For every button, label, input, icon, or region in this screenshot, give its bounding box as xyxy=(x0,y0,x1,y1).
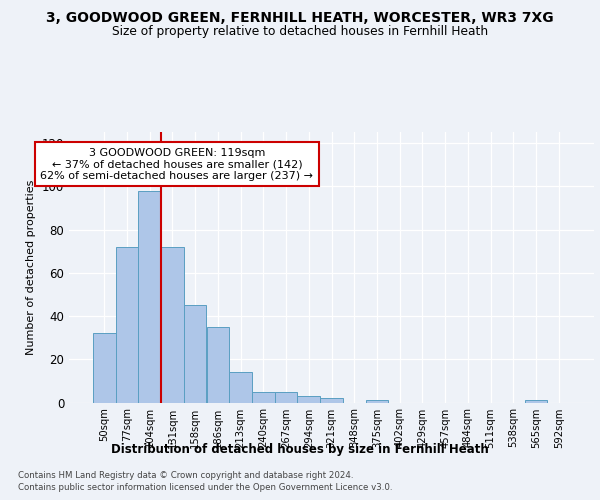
Y-axis label: Number of detached properties: Number of detached properties xyxy=(26,180,36,355)
Bar xyxy=(229,372,252,402)
Bar xyxy=(365,400,388,402)
Text: Size of property relative to detached houses in Fernhill Heath: Size of property relative to detached ho… xyxy=(112,25,488,38)
Bar xyxy=(184,306,206,402)
Bar xyxy=(139,191,161,402)
Bar xyxy=(206,327,229,402)
Bar xyxy=(320,398,343,402)
Bar xyxy=(93,334,116,402)
Bar xyxy=(116,247,139,402)
Text: Contains public sector information licensed under the Open Government Licence v3: Contains public sector information licen… xyxy=(18,484,392,492)
Text: 3 GOODWOOD GREEN: 119sqm
← 37% of detached houses are smaller (142)
62% of semi-: 3 GOODWOOD GREEN: 119sqm ← 37% of detach… xyxy=(40,148,313,181)
Bar xyxy=(524,400,547,402)
Bar xyxy=(161,247,184,402)
Text: Contains HM Land Registry data © Crown copyright and database right 2024.: Contains HM Land Registry data © Crown c… xyxy=(18,472,353,480)
Bar xyxy=(298,396,320,402)
Bar xyxy=(252,392,275,402)
Text: Distribution of detached houses by size in Fernhill Heath: Distribution of detached houses by size … xyxy=(111,442,489,456)
Text: 3, GOODWOOD GREEN, FERNHILL HEATH, WORCESTER, WR3 7XG: 3, GOODWOOD GREEN, FERNHILL HEATH, WORCE… xyxy=(46,11,554,25)
Bar xyxy=(275,392,298,402)
